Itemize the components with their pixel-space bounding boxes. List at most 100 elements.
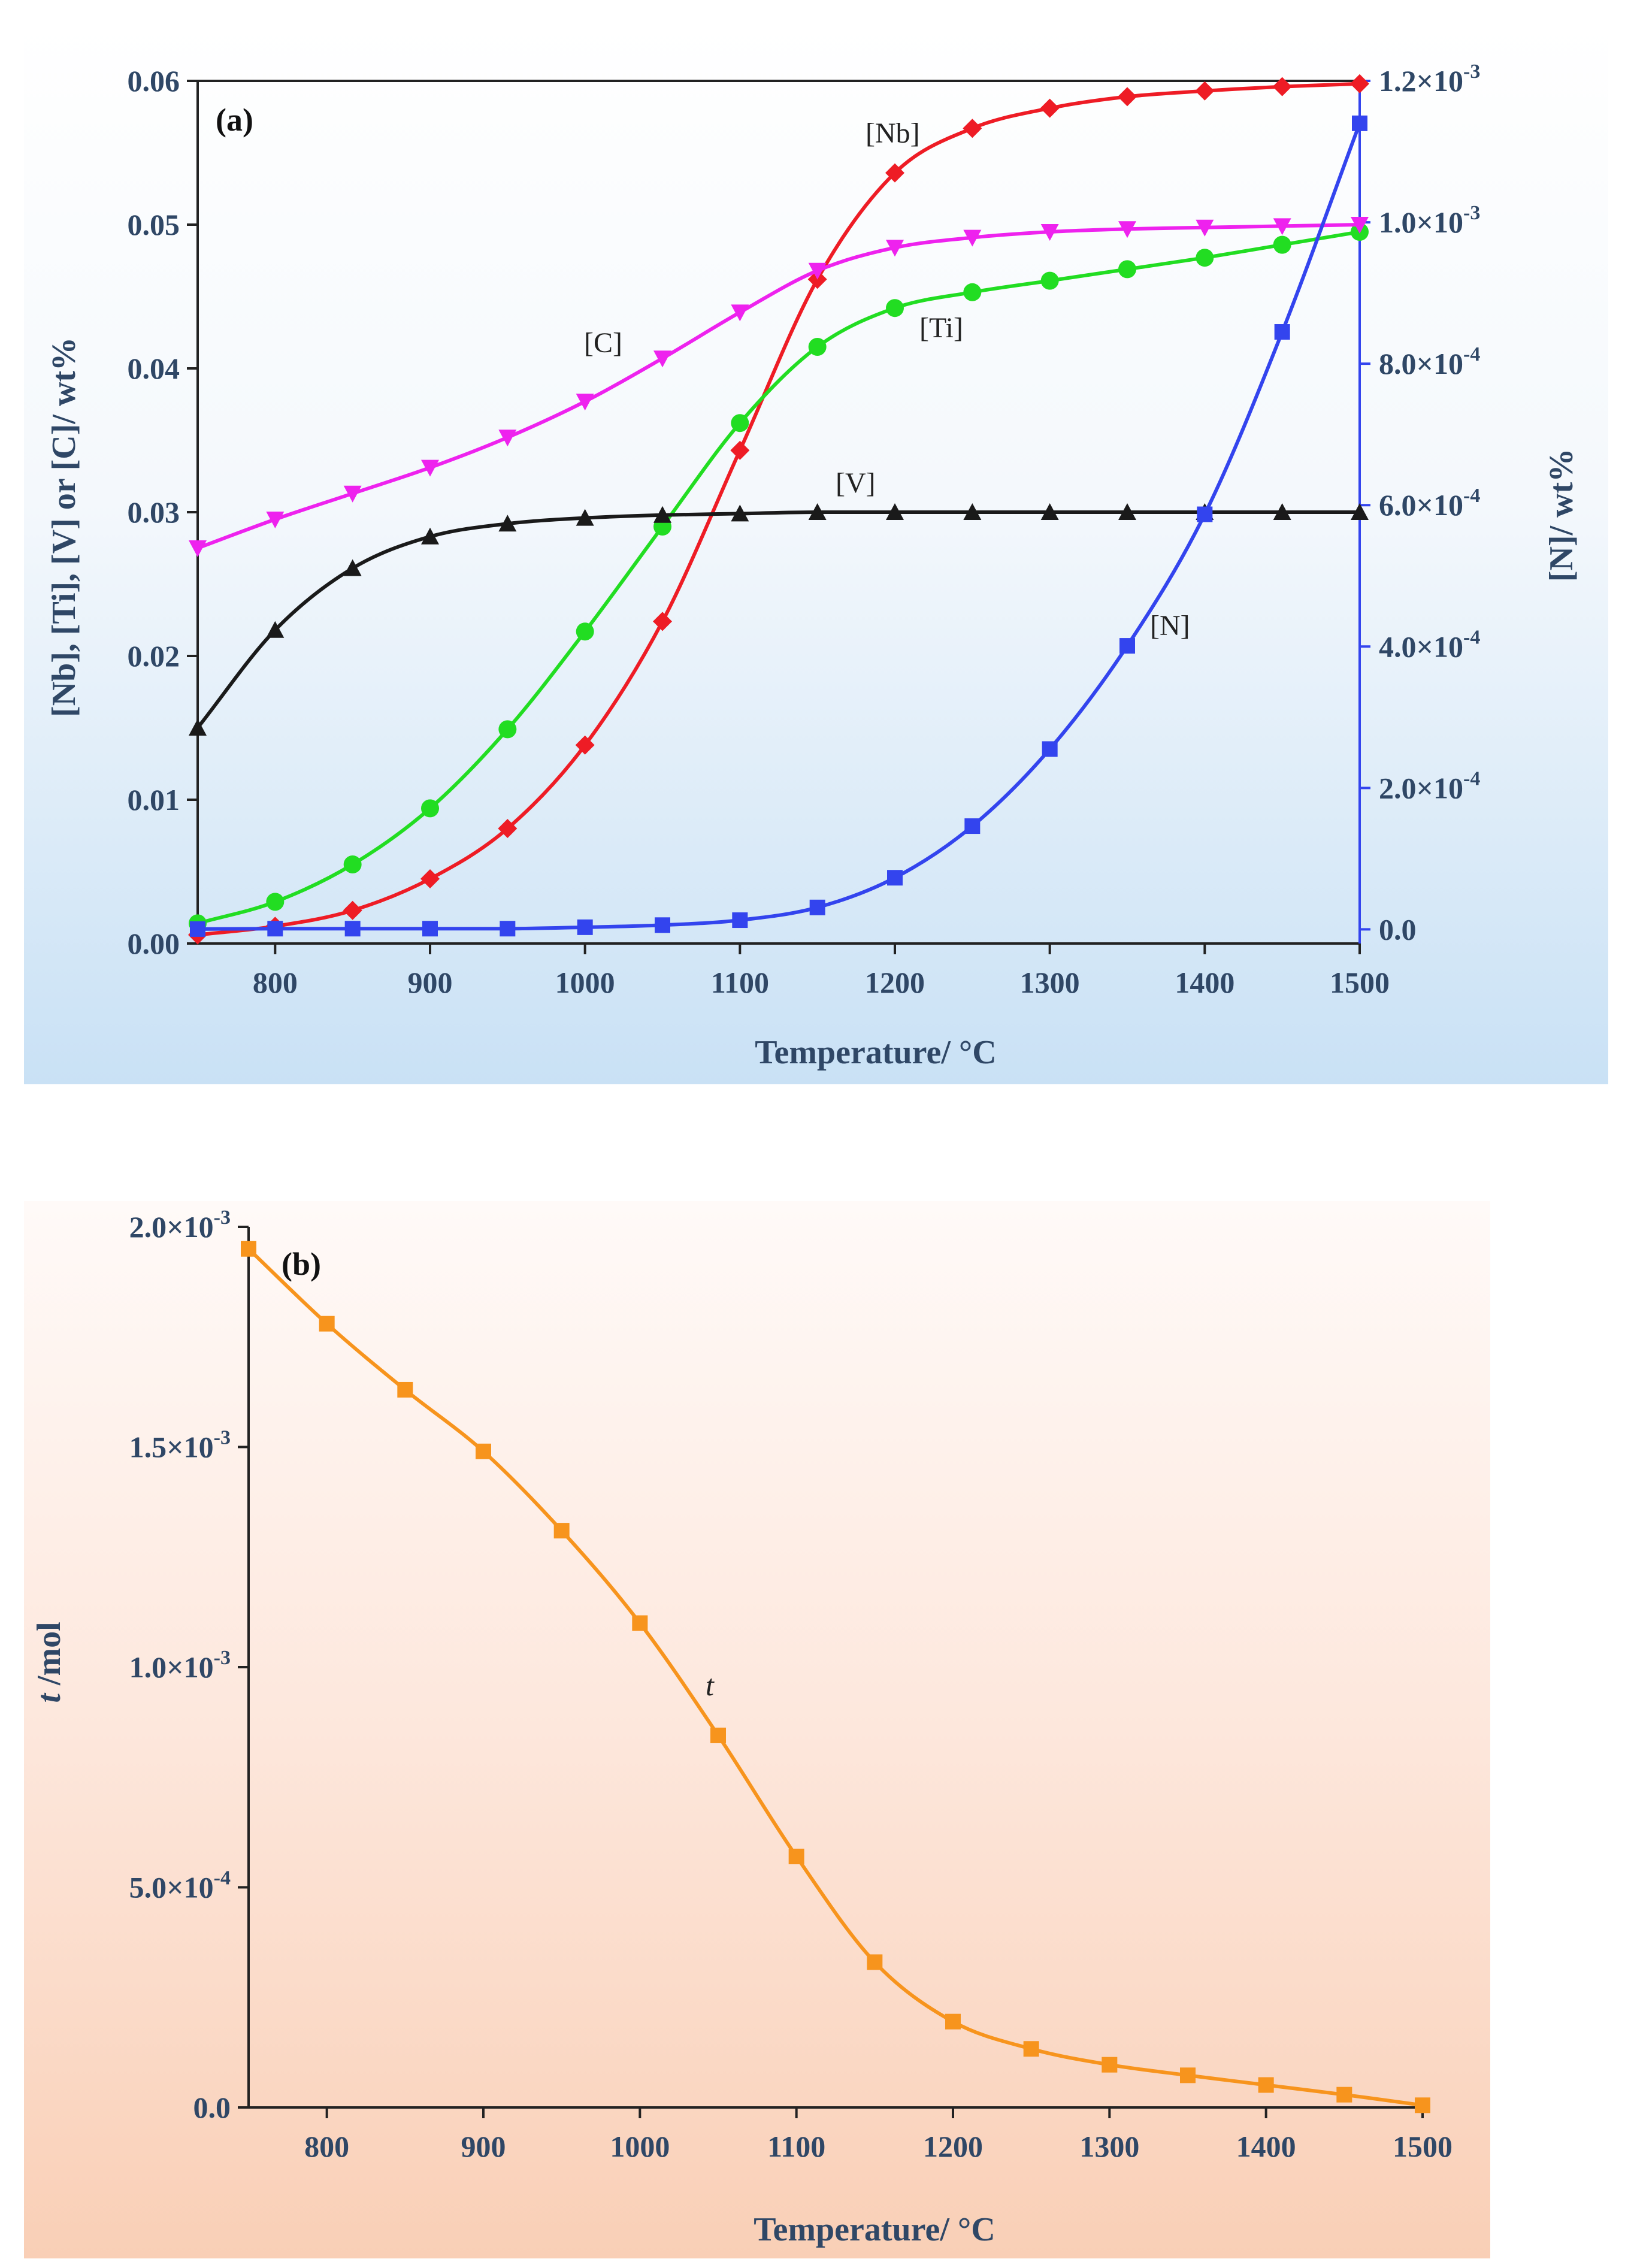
a-data-point (1273, 503, 1291, 520)
a-y-right-tick-label: 0.0 (1379, 912, 1417, 946)
a-data-point (963, 229, 982, 247)
a-data-point (731, 504, 749, 522)
a-y-tick-label: 0.02 (128, 639, 180, 673)
a-data-point (1040, 503, 1059, 520)
b-data-point (1180, 2067, 1196, 2083)
b-data-point (1023, 2041, 1039, 2057)
a-data-point (1197, 506, 1213, 522)
b-x-tick-label: 900 (461, 2130, 506, 2163)
b-x-tick-label: 800 (304, 2130, 349, 2163)
a-data-point (963, 283, 982, 301)
a-series-line (197, 81, 1360, 937)
a-data-point (1273, 218, 1291, 235)
a-y-tick-label: 0.05 (128, 208, 180, 241)
a-data-point (1119, 638, 1135, 654)
a-data-point (730, 440, 750, 460)
a-y-right-tick-label: 8.0×10-4 (1379, 343, 1480, 380)
a-annot-n: [N] (1150, 610, 1190, 642)
a-annot-ti: [Ti] (919, 312, 963, 344)
a-series-c (189, 217, 1369, 557)
b-x-tick-label: 1500 (1393, 2130, 1453, 2163)
b-data-point (319, 1316, 335, 1332)
a-data-point (1196, 219, 1214, 237)
a-data-point (577, 919, 593, 935)
a-data-point (1118, 260, 1136, 279)
a-data-point (266, 621, 285, 638)
a-data-point (1118, 503, 1136, 520)
b-y-axis-title-rest: /mol (31, 1622, 68, 1694)
a-data-point (653, 612, 672, 631)
a-data-point (1042, 741, 1058, 757)
a-data-point (266, 512, 285, 528)
panel-a-background (24, 24, 1608, 1084)
a-data-point (576, 509, 594, 526)
a-data-point (653, 350, 671, 368)
a-data-point (1273, 235, 1291, 254)
b-data-point (632, 1615, 648, 1631)
a-data-point (1352, 115, 1367, 131)
panel-a: (a) 800 900 1000 1100 1200 1300 1400 1500 0.00 0.… (24, 24, 1608, 1084)
b-x-tick-label: 1200 (923, 2130, 983, 2163)
a-data-point (886, 299, 904, 317)
b-x-tick-label: 1000 (610, 2130, 670, 2163)
b-data-point (1102, 2057, 1118, 2073)
b-y-tick-label: 2.0×10-3 (129, 1206, 231, 1244)
a-data-point (1351, 217, 1369, 234)
a-data-point (189, 719, 207, 736)
b-data-point (867, 1954, 883, 1970)
b-x-axis-title: Temperature/ °C (754, 2211, 995, 2248)
b-y-axis-title-italic: t (31, 1693, 68, 1703)
b-y-axis-title: t /mol (31, 1622, 68, 1702)
a-data-point (498, 819, 518, 838)
b-series-t (241, 1241, 1430, 2113)
a-series-line (196, 223, 1360, 550)
a-data-point (964, 818, 981, 834)
a-data-point (498, 430, 517, 447)
a-x-tick-label: 1100 (711, 966, 769, 999)
a-y-right-tick-label: 4.0×10-4 (1379, 626, 1480, 663)
a-data-point (1118, 87, 1137, 107)
a-annot-nb: [Nb] (866, 117, 920, 149)
a-y-tick-label: 0.06 (128, 64, 180, 98)
a-data-point (267, 921, 283, 937)
a-data-point (808, 503, 827, 520)
a-data-point (1351, 503, 1369, 520)
a-data-point (190, 921, 205, 937)
a-data-point (421, 527, 439, 545)
a-data-point (886, 240, 904, 257)
a-data-point (576, 394, 594, 411)
b-y-tick-label: 0.0 (193, 2091, 231, 2124)
a-data-point (498, 720, 517, 739)
a-data-point (1195, 81, 1215, 101)
a-data-point (731, 304, 749, 322)
a-x-tick-label: 1000 (555, 966, 615, 999)
a-x-tick-label: 1500 (1330, 966, 1390, 999)
b-data-point (553, 1523, 570, 1539)
a-y-right-tick-label: 1.0×10-3 (1379, 202, 1480, 239)
b-x-tick-label: 1400 (1236, 2130, 1296, 2163)
a-annot-c: [C] (584, 327, 622, 359)
b-data-point (1415, 2097, 1430, 2113)
a-data-point (189, 540, 207, 557)
a-x-tick-label: 800 (253, 966, 298, 999)
a-y-right-axis-title: [N]/ wt% (1543, 449, 1580, 582)
a-data-point (576, 622, 594, 641)
a-data-point (1040, 271, 1059, 290)
a-series-n (190, 115, 1367, 937)
a-y-right-tick-label: 2.0×10-4 (1379, 767, 1480, 805)
a-data-point (809, 899, 825, 915)
b-y-tick-label: 1.5×10-3 (129, 1427, 231, 1464)
a-x-tick-label: 900 (408, 966, 453, 999)
a-y-right-tick-label: 1.2×10-3 (1379, 61, 1480, 98)
a-data-point (732, 912, 748, 929)
a-y-tick-label: 0.03 (128, 495, 180, 529)
b-y-tick-label: 1.0×10-3 (129, 1647, 231, 1684)
a-data-point (343, 900, 362, 920)
a-x-axis-title: Temperature/ °C (755, 1034, 996, 1071)
b-data-point (710, 1727, 726, 1743)
a-annot-v: [V] (836, 467, 876, 499)
a-series-line (196, 510, 1360, 729)
a-y-right-tick-label: 6.0×10-4 (1379, 485, 1480, 522)
a-data-point (422, 921, 438, 937)
